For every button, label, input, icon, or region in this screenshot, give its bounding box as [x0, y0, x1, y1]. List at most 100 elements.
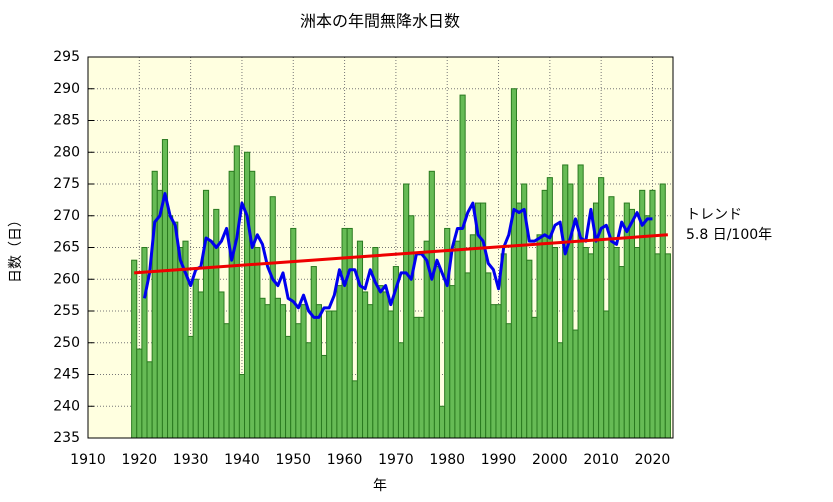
bar	[428, 170, 435, 439]
x-tick-label: 1990	[481, 452, 517, 468]
bar	[336, 285, 343, 439]
bar	[562, 164, 569, 439]
bar	[536, 234, 543, 439]
bar	[192, 278, 199, 439]
bar	[244, 151, 251, 439]
bar	[310, 266, 317, 439]
bar	[274, 297, 281, 439]
x-tick-label: 1910	[70, 452, 106, 468]
y-tick-label: 255	[53, 303, 80, 319]
bar	[187, 335, 194, 439]
y-tick-label: 290	[53, 81, 80, 97]
y-tick-label: 285	[53, 113, 80, 129]
bar	[279, 304, 287, 439]
bar	[505, 323, 512, 439]
bar	[161, 139, 169, 439]
bar	[418, 316, 425, 439]
bar	[613, 247, 620, 439]
bar	[659, 183, 666, 439]
bar	[131, 259, 138, 439]
y-tick-label: 245	[53, 367, 80, 383]
bar	[223, 323, 230, 439]
y-tick-label: 240	[53, 398, 80, 414]
bar	[469, 234, 476, 439]
bar	[444, 227, 451, 439]
bar	[500, 253, 507, 439]
y-tick-label: 280	[53, 144, 80, 160]
y-tick-label: 265	[53, 240, 80, 256]
bar	[639, 189, 646, 439]
bar	[254, 247, 261, 439]
bar	[403, 183, 410, 439]
bar	[649, 189, 656, 439]
moving-average-line	[142, 192, 653, 319]
bar	[515, 202, 523, 439]
bar	[598, 177, 605, 439]
bar	[346, 227, 353, 439]
bar	[577, 164, 584, 439]
bar	[167, 215, 174, 439]
chart-title: 洲本の年間無降水日数	[300, 12, 460, 31]
bar	[136, 348, 143, 439]
bar	[320, 354, 328, 439]
bar	[541, 189, 548, 439]
annotation: トレンド	[686, 207, 742, 223]
bar	[269, 196, 276, 439]
bar	[264, 304, 271, 439]
bar	[177, 247, 184, 439]
bar	[202, 189, 210, 439]
bar	[557, 342, 564, 439]
bar	[377, 285, 384, 439]
bar	[290, 227, 297, 439]
bar	[433, 266, 441, 439]
y-tick-label: 250	[53, 335, 80, 351]
x-tick-label: 2010	[583, 452, 619, 468]
bar	[141, 247, 148, 439]
y-tick-label: 260	[53, 271, 80, 287]
bar	[654, 253, 661, 439]
x-tick-label: 1970	[378, 452, 414, 468]
bar	[341, 227, 348, 439]
x-tick-label: 1980	[429, 452, 465, 468]
bar	[628, 208, 636, 439]
bar	[618, 266, 625, 439]
y-tick-label: 275	[53, 176, 80, 192]
bar	[233, 145, 240, 439]
x-tick-label: 1960	[327, 452, 363, 468]
bar	[495, 304, 502, 439]
bar	[449, 285, 456, 439]
bar	[259, 297, 266, 439]
bar	[326, 310, 333, 439]
bar	[572, 329, 579, 439]
bar	[603, 310, 610, 439]
bar	[485, 272, 492, 439]
bar	[464, 272, 471, 439]
trend-line	[134, 233, 668, 275]
bar	[510, 88, 517, 439]
bar	[454, 240, 461, 439]
bar	[439, 405, 446, 439]
x-axis-label: 年	[373, 478, 387, 494]
bar	[587, 253, 594, 439]
bar	[249, 170, 256, 439]
bar	[367, 304, 374, 439]
x-tick-label: 1920	[121, 452, 157, 468]
bar	[156, 189, 163, 439]
bar	[315, 304, 322, 439]
bar	[300, 304, 307, 439]
bar	[238, 374, 246, 439]
bar	[387, 310, 394, 439]
bar	[151, 170, 158, 439]
bar	[459, 94, 466, 439]
bar	[228, 170, 235, 439]
plot-frame	[87, 56, 674, 439]
bar	[582, 247, 589, 439]
bar	[285, 335, 292, 439]
bar	[356, 240, 364, 439]
x-tick-label: 1950	[275, 452, 311, 468]
bar	[526, 259, 533, 439]
bar	[567, 183, 574, 439]
bar	[413, 316, 420, 439]
bar	[664, 253, 671, 439]
